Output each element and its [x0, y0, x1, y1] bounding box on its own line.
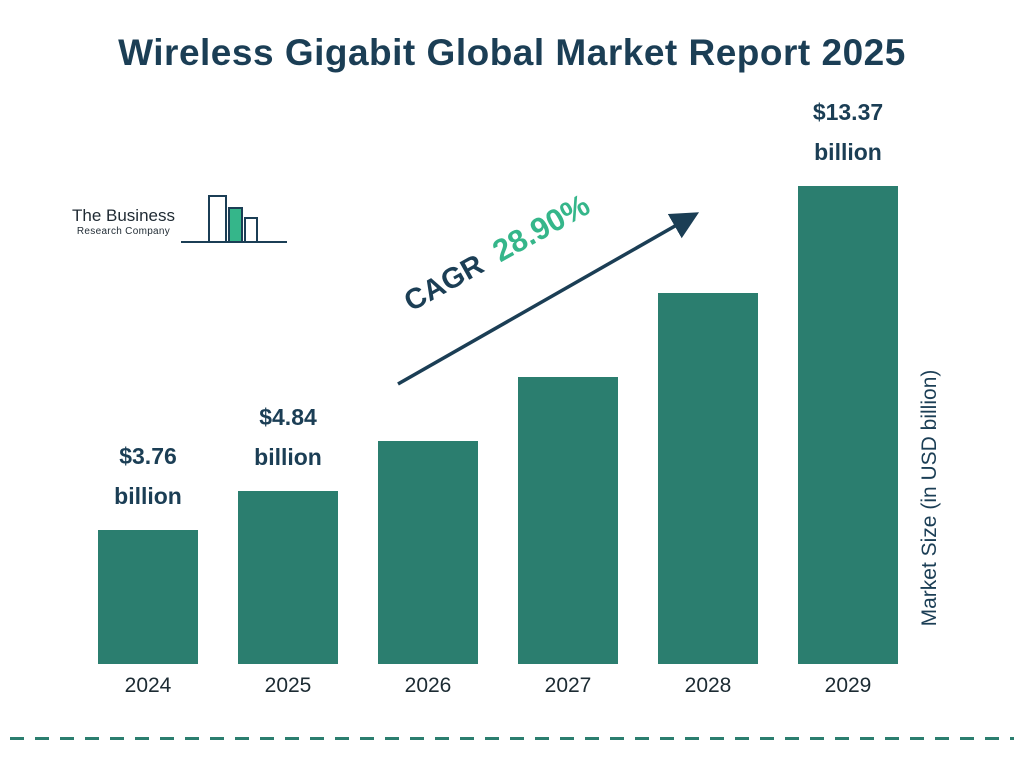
bar-chart: $3.76 billion 2024 $4.84 billion 2025 2026 2027…: [98, 92, 898, 699]
page-title: Wireless Gigabit Global Market Report 20…: [118, 32, 906, 73]
x-tick-2029: 2029: [824, 674, 872, 697]
bar-value-label-2024: $3.76 billion: [114, 442, 182, 509]
bar-2029: [798, 186, 898, 664]
logo-text: The Business Research Company: [72, 206, 175, 237]
bar-value-label-2025: $4.84 billion: [254, 403, 322, 470]
bar-2024: [98, 530, 198, 664]
company-logo: The Business Research Company: [72, 192, 289, 254]
bar-column-2024: $3.76 billion 2024: [98, 436, 198, 699]
x-tick-2026: 2026: [404, 674, 452, 697]
x-tick-2028: 2028: [684, 674, 732, 697]
bar-column-2025: $4.84 billion 2025: [238, 397, 338, 699]
x-tick-2025: 2025: [264, 674, 312, 697]
logo-line2: Research Company: [76, 226, 171, 237]
y-axis-label: Market Size (in USD billion): [918, 369, 941, 627]
logo-line1: The Business: [72, 206, 175, 225]
bar-column-2029: $13.37 billion 2029: [798, 92, 898, 699]
x-tick-2024: 2024: [124, 674, 172, 697]
x-tick-2027: 2027: [544, 674, 592, 697]
bar-2028: [658, 293, 758, 664]
bottom-dashed-divider: [10, 737, 1014, 740]
bar-2026: [378, 441, 478, 664]
bar-column-2027: 2027: [518, 377, 618, 698]
bar-value-label-2029: $13.37 billion: [812, 98, 884, 165]
bar-2027: [518, 377, 618, 664]
logo-bar-chart-icon: [181, 195, 287, 243]
bar-2025: [238, 491, 338, 664]
bar-column-2026: 2026: [378, 441, 478, 698]
bar-column-2028: 2028: [658, 293, 758, 698]
